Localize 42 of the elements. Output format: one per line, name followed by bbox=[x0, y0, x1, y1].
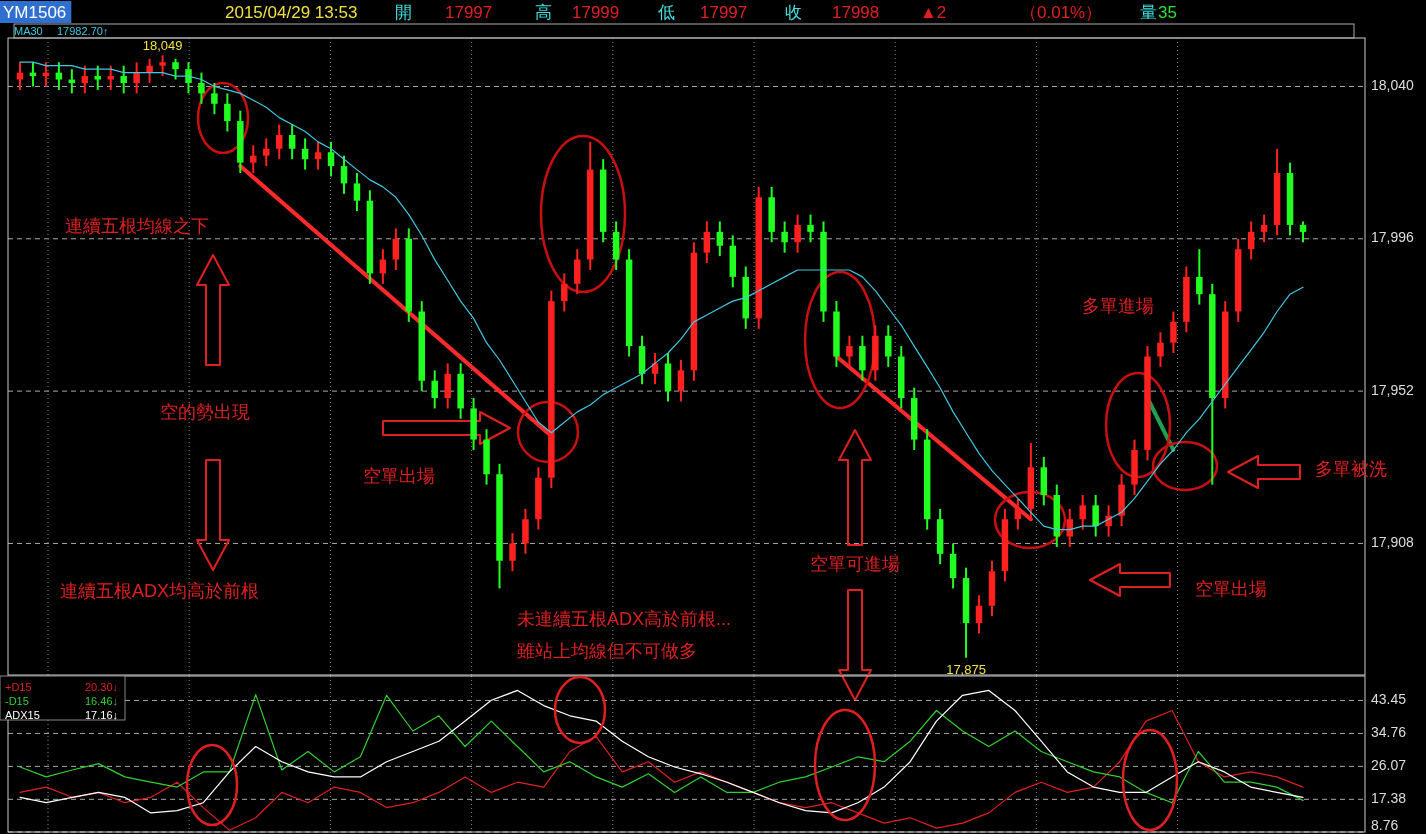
chart-title: YM1506 bbox=[3, 3, 67, 22]
text: 17997 bbox=[445, 3, 493, 22]
annotation: 空單出場 bbox=[363, 466, 435, 486]
title: YM1506 bbox=[0, 1, 72, 23]
y-tick-label: 43.45 bbox=[1371, 691, 1407, 708]
annotation: 連續五根ADX均高於前根 bbox=[60, 581, 260, 601]
annotation: 空單出場 bbox=[1195, 579, 1267, 599]
legend: +D15 20.30↓ -D15 16.46↓ ADX15 17.16↓ bbox=[0, 675, 126, 721]
text: 35 bbox=[1158, 3, 1177, 22]
chart-subtitle: 2015/04/29 13:53 bbox=[225, 3, 358, 22]
text: 開 bbox=[395, 3, 412, 22]
text: 量 bbox=[1140, 3, 1157, 22]
annotation: 未連續五根ADX高於前根... bbox=[517, 609, 732, 629]
y-tick-label: 34.76 bbox=[1371, 724, 1407, 741]
text: 高 bbox=[535, 3, 552, 22]
annotation: 20.30↓ bbox=[84, 680, 118, 693]
annotation: 多單進場 bbox=[1082, 296, 1154, 316]
y-tick-label: 8.76 bbox=[1371, 816, 1399, 833]
annotation: 空單可進場 bbox=[810, 554, 900, 574]
y-tick-label: 18,040 bbox=[1371, 77, 1415, 94]
text: 17997 bbox=[700, 3, 748, 22]
annotation: 16.46↓ bbox=[84, 694, 118, 707]
text: 17998 bbox=[832, 3, 880, 22]
text: ▲2 bbox=[920, 3, 947, 22]
text: 17999 bbox=[572, 3, 620, 22]
annotation: 雖站上均線但不可做多 bbox=[517, 641, 697, 661]
text: 收 bbox=[785, 3, 802, 22]
annotation: 18,049 bbox=[142, 38, 183, 54]
annotation: 17.16↓ bbox=[84, 708, 118, 721]
y-tick-label: 17,952 bbox=[1371, 381, 1415, 398]
y-tick-label: 17,908 bbox=[1371, 534, 1415, 551]
y-tick-label: 26.07 bbox=[1371, 757, 1407, 774]
text: MA30 bbox=[14, 25, 43, 37]
text: 低 bbox=[658, 3, 675, 22]
text: 多單被洗 bbox=[1315, 459, 1387, 479]
text: （0.01%） bbox=[1020, 3, 1103, 22]
y-tick-label: 17.38 bbox=[1371, 790, 1407, 807]
annotation: 連續五根均線之下 bbox=[65, 216, 209, 236]
y-tick-label: 17,996 bbox=[1371, 229, 1415, 246]
annotation: 空的勢出現 bbox=[160, 402, 250, 422]
text: 17982.70↑ bbox=[57, 25, 109, 37]
annotation: 17,875 bbox=[946, 661, 986, 677]
